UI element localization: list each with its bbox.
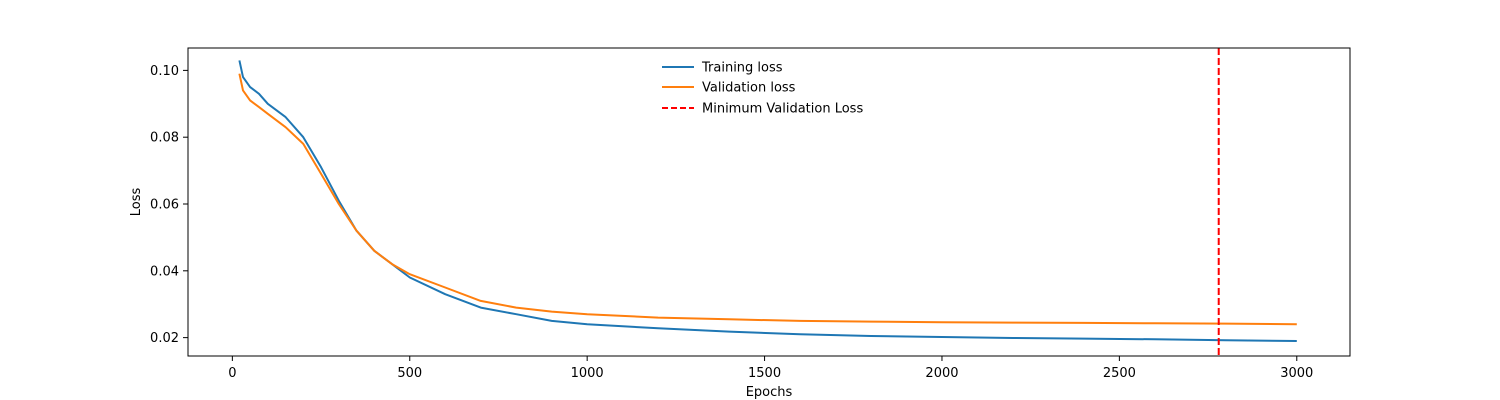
y-tick-label: 0.08 bbox=[150, 131, 179, 146]
x-tick-label: 1000 bbox=[571, 366, 604, 381]
x-tick-label: 3000 bbox=[1280, 366, 1313, 381]
legend: Training loss Validation loss Minimum Va… bbox=[662, 61, 863, 117]
legend-label-minimum-validation-loss: Minimum Validation Loss bbox=[702, 102, 863, 117]
y-axis-title: Loss bbox=[129, 188, 144, 217]
y-tick-label: 0.10 bbox=[150, 64, 179, 79]
x-tick-label: 0 bbox=[228, 366, 236, 381]
series-line-training-loss bbox=[238, 60, 1297, 342]
x-tick-label: 2500 bbox=[1103, 366, 1136, 381]
legend-label-training-loss: Training loss bbox=[701, 61, 783, 76]
plot-area-frame bbox=[187, 47, 1351, 357]
x-tick-label: 1500 bbox=[748, 366, 781, 381]
y-tick-label: 0.04 bbox=[150, 264, 179, 279]
series-layer bbox=[238, 48, 1297, 356]
legend-label-validation-loss: Validation loss bbox=[702, 81, 796, 96]
x-axis: 0 500 1000 1500 2000 2500 3000 bbox=[228, 356, 1313, 381]
y-axis: 0.02 0.04 0.06 0.08 0.10 bbox=[150, 64, 188, 346]
x-axis-title: Epochs bbox=[746, 385, 793, 400]
y-tick-label: 0.06 bbox=[150, 198, 179, 213]
series-line-validation-loss bbox=[238, 73, 1297, 326]
y-tick-label: 0.02 bbox=[150, 331, 179, 346]
x-tick-label: 500 bbox=[397, 366, 422, 381]
x-tick-label: 2000 bbox=[925, 366, 958, 381]
